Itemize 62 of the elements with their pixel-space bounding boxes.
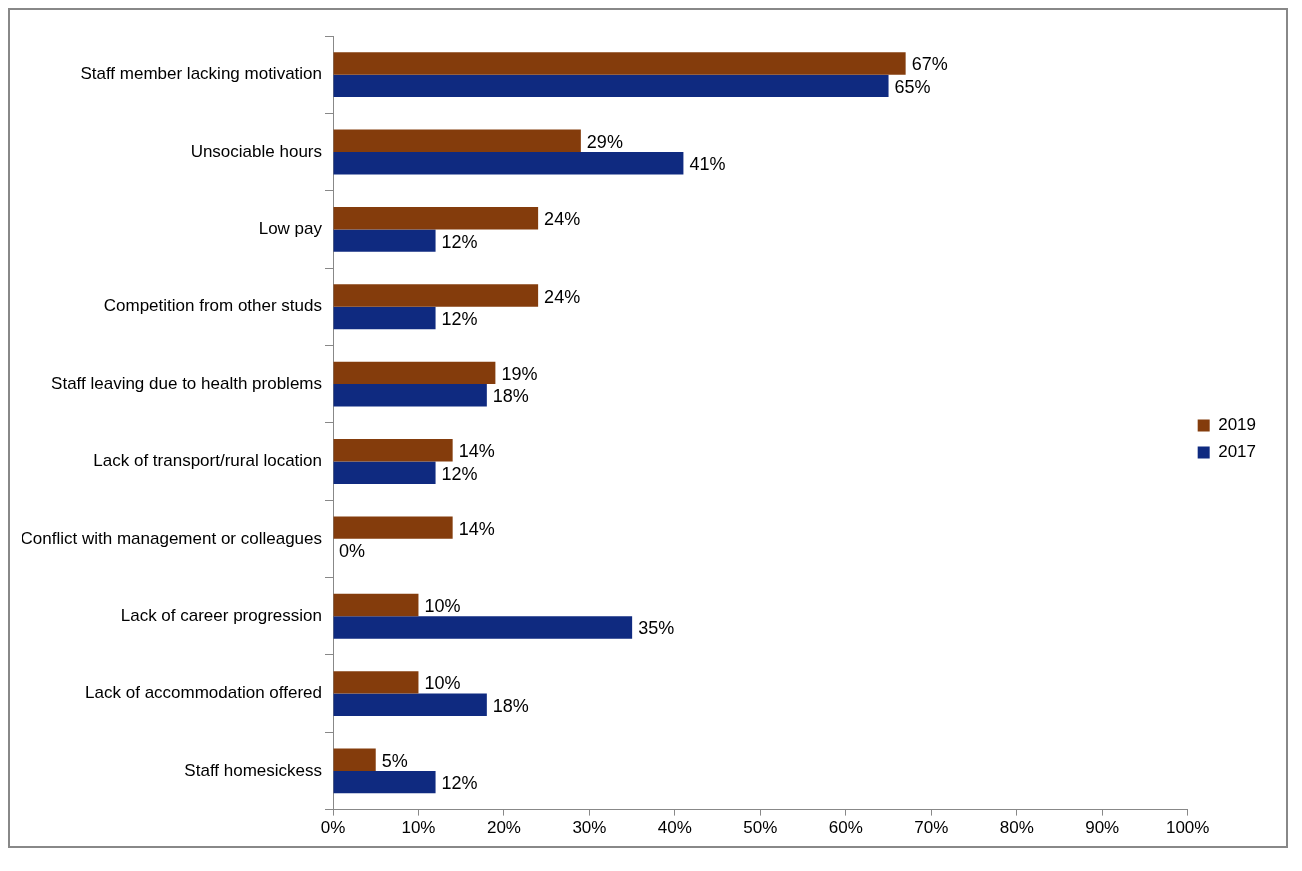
- data-label: 35%: [638, 618, 675, 639]
- bar: [333, 616, 633, 639]
- bar: [333, 671, 419, 694]
- data-label: 10%: [424, 595, 461, 616]
- bar: [333, 229, 436, 252]
- y-tick-label: Conflict with management or colleagues: [20, 528, 322, 548]
- bar: [333, 52, 906, 75]
- y-tick-label: Low pay: [258, 219, 323, 239]
- data-label: 24%: [544, 286, 581, 307]
- y-tick-label: Unsociable hours: [190, 141, 322, 161]
- data-label: 18%: [492, 386, 529, 407]
- legend-label: 2019: [1218, 415, 1257, 435]
- data-label: 5%: [381, 750, 408, 771]
- x-tick-label: 40%: [657, 818, 692, 838]
- bar: [333, 748, 376, 771]
- y-tick-label: Lack of accommodation offered: [85, 683, 322, 703]
- bar: [333, 206, 539, 230]
- data-label: 24%: [544, 209, 581, 230]
- bar: [333, 284, 539, 307]
- x-tick-label: 10%: [401, 818, 436, 838]
- bar: [333, 439, 453, 462]
- bar: [333, 74, 889, 98]
- bar: [333, 129, 581, 153]
- y-tick-label: Competition from other studs: [103, 296, 322, 316]
- data-label: 0%: [339, 541, 366, 562]
- bar: [333, 384, 487, 407]
- bar: [333, 461, 436, 484]
- bar: [333, 770, 436, 794]
- bar: [333, 516, 453, 539]
- data-label: 10%: [424, 673, 461, 694]
- y-tick-label: Staff member lacking motivation: [80, 64, 322, 84]
- bar: [333, 593, 419, 617]
- x-tick-label: 20%: [486, 818, 521, 838]
- data-label: 12%: [441, 308, 478, 329]
- bar: [333, 152, 684, 175]
- y-tick-label: Staff homesickess: [184, 760, 322, 780]
- data-label: 41%: [689, 154, 726, 175]
- data-label: 12%: [441, 773, 478, 794]
- data-label: 12%: [441, 231, 478, 252]
- x-tick-label: 70%: [914, 818, 949, 838]
- bar: [333, 361, 496, 385]
- x-tick-label: 50%: [743, 818, 778, 838]
- x-tick-label: 80%: [999, 818, 1034, 838]
- data-label: 14%: [458, 441, 495, 462]
- x-tick-label: 0%: [320, 818, 346, 838]
- data-label: 19%: [501, 363, 538, 384]
- bar: [333, 306, 436, 330]
- y-tick-label: Lack of career progression: [120, 605, 322, 625]
- x-tick-label: 90%: [1085, 818, 1120, 838]
- y-tick-label: Staff leaving due to health problems: [51, 373, 322, 393]
- data-label: 12%: [441, 463, 478, 484]
- x-tick-label: 100%: [1165, 818, 1210, 838]
- bar: [333, 693, 487, 716]
- legend-label: 2017: [1218, 442, 1257, 462]
- data-label: 29%: [586, 131, 623, 152]
- data-label: 67%: [911, 54, 948, 75]
- x-tick-label: 60%: [828, 818, 863, 838]
- data-label: 14%: [458, 518, 495, 539]
- data-label: 65%: [894, 76, 931, 97]
- y-tick-label: Lack of transport/rural location: [93, 451, 322, 471]
- data-label: 18%: [492, 695, 529, 716]
- x-tick-label: 30%: [572, 818, 607, 838]
